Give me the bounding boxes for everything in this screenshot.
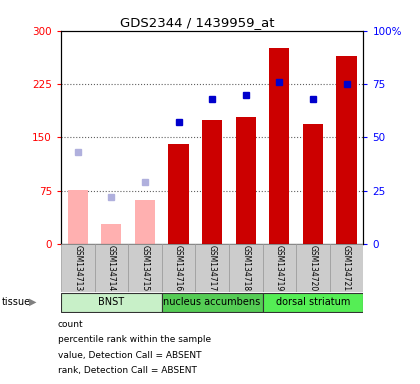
Bar	[269, 48, 289, 244]
Text: BNST: BNST	[98, 297, 124, 307]
Text: ▶: ▶	[29, 297, 36, 307]
Bar	[101, 224, 121, 244]
Bar	[262, 293, 363, 312]
Text: tissue: tissue	[2, 297, 31, 307]
Text: nucleus accumbens: nucleus accumbens	[163, 297, 261, 307]
Text: GSM134713: GSM134713	[73, 245, 82, 291]
Text: GSM134720: GSM134720	[308, 245, 318, 291]
Bar	[195, 244, 229, 292]
Text: value, Detection Call = ABSENT: value, Detection Call = ABSENT	[58, 351, 202, 360]
Text: GSM134718: GSM134718	[241, 245, 250, 291]
Bar	[168, 144, 189, 244]
Text: GSM134717: GSM134717	[207, 245, 217, 291]
Text: rank, Detection Call = ABSENT: rank, Detection Call = ABSENT	[58, 366, 197, 375]
Bar	[336, 56, 357, 244]
Bar	[229, 244, 262, 292]
Bar	[202, 119, 222, 244]
Bar	[135, 200, 155, 244]
Text: dorsal striatum: dorsal striatum	[276, 297, 350, 307]
Text: GSM134719: GSM134719	[275, 245, 284, 291]
Bar	[236, 118, 256, 244]
Bar	[162, 244, 195, 292]
Text: count: count	[58, 320, 84, 329]
Bar	[162, 293, 262, 312]
Bar	[303, 124, 323, 244]
Text: percentile rank within the sample: percentile rank within the sample	[58, 335, 211, 344]
Text: GSM134714: GSM134714	[107, 245, 116, 291]
Text: GSM134715: GSM134715	[140, 245, 150, 291]
Bar	[61, 293, 162, 312]
Text: GSM134721: GSM134721	[342, 245, 351, 291]
Bar	[128, 244, 162, 292]
Bar	[262, 244, 296, 292]
Text: GDS2344 / 1439959_at: GDS2344 / 1439959_at	[120, 16, 275, 29]
Bar	[330, 244, 363, 292]
Bar	[61, 244, 94, 292]
Bar	[94, 244, 128, 292]
Text: GSM134716: GSM134716	[174, 245, 183, 291]
Bar	[296, 244, 330, 292]
Bar	[68, 190, 88, 244]
